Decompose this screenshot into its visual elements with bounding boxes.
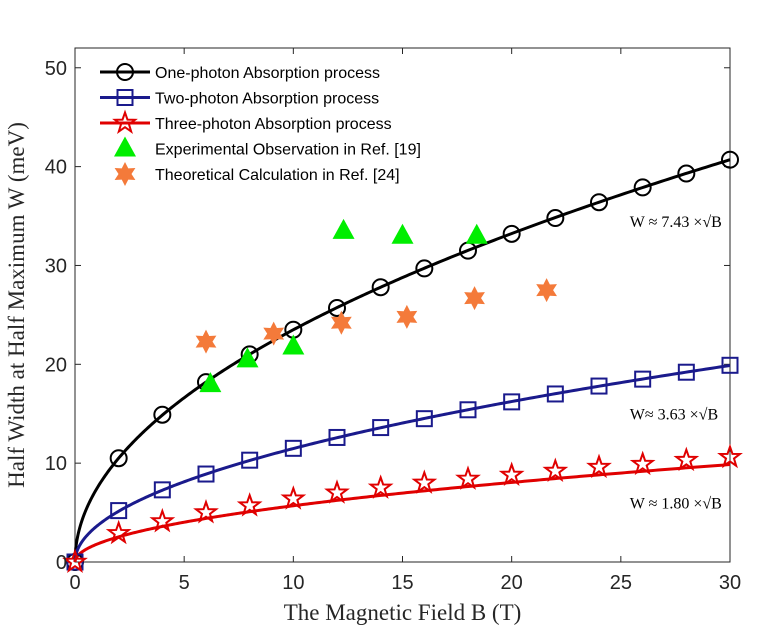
x-axis-title: The Magnetic Field B (T) (284, 600, 522, 625)
series-3-point (199, 372, 222, 393)
series-1-point (328, 428, 346, 446)
series-1-point (110, 502, 128, 520)
series-4-point (536, 278, 557, 303)
legend-marker (116, 89, 134, 106)
series-2-point (411, 469, 438, 494)
series-2-point (236, 492, 263, 517)
y-tick-label: 40 (45, 157, 67, 179)
legend-marker (114, 162, 136, 186)
series-2-point (498, 461, 525, 486)
y-tick-label: 10 (45, 453, 67, 475)
series-2-point (105, 519, 132, 545)
series-4-point (263, 321, 285, 346)
x-tick-label: 0 (69, 572, 80, 594)
series-3-point (282, 334, 305, 355)
series-1-point (241, 451, 259, 469)
series-2-point (717, 443, 743, 469)
series-2-fit-line (73, 463, 731, 563)
series-2-point (455, 465, 481, 490)
series-4-point (195, 329, 217, 354)
series-1-point (415, 410, 433, 428)
series-3-point (465, 223, 488, 244)
series-3-point (236, 347, 259, 368)
series-0-fit-line (73, 158, 731, 563)
legend-marker (114, 136, 136, 157)
series-0-point (328, 298, 346, 317)
x-tick-label: 10 (282, 572, 304, 594)
series-2-point (324, 479, 350, 504)
x-tick-label: 20 (501, 572, 523, 594)
series-4-point (330, 310, 352, 335)
y-tick-label: 30 (45, 255, 67, 277)
series-1-point (503, 393, 521, 411)
series-0-point (502, 224, 521, 243)
series-3-point (332, 218, 355, 239)
series-3-point (391, 223, 414, 244)
series-2-point (586, 453, 612, 479)
series-4-point (464, 286, 485, 311)
x-tick-label: 5 (179, 572, 190, 594)
series-2-point (629, 450, 656, 476)
series-0-point (633, 178, 652, 197)
series-1-point (284, 439, 302, 457)
series-2-point (367, 474, 394, 499)
series-0-point (415, 259, 434, 278)
series-1-point (677, 363, 695, 381)
series-1-point (153, 481, 171, 499)
legend-label: One-photon Absorption process (155, 65, 380, 82)
series-1-point (590, 377, 608, 395)
x-tick-label: 30 (719, 572, 741, 594)
fit-annotation: W ≈ 1.80 ×√B (630, 496, 722, 513)
legend-box (97, 56, 452, 189)
series-1-fit-line (73, 363, 731, 563)
series-1-point (197, 465, 215, 483)
x-tick-label: 25 (610, 572, 632, 594)
series-0-point (721, 150, 739, 169)
y-tick-label: 50 (45, 58, 67, 80)
series-0-point (677, 164, 696, 183)
series-0-point (371, 278, 390, 297)
series-1-point (372, 419, 390, 437)
legend-label: Two-photon Absorption process (155, 91, 379, 108)
series-2-point (673, 446, 700, 472)
series-0-point (109, 449, 128, 468)
fit-annotation: W≈ 3.63 ×√B (630, 407, 718, 424)
series-2-point (542, 457, 569, 483)
legend-label: Three-photon Absorption process (155, 116, 392, 133)
series-1-point (459, 401, 477, 419)
series-4-point (396, 304, 418, 329)
series-2-point (62, 548, 88, 573)
y-tick-label: 20 (45, 354, 67, 376)
series-2-point (149, 507, 176, 533)
legend-label: Theoretical Calculation in Ref. [24] (155, 167, 400, 184)
x-tick-label: 15 (391, 572, 413, 594)
y-tick-label: 0 (56, 552, 67, 574)
y-axis-title: Half Width at Half Maximum W (meV) (4, 122, 29, 488)
fit-annotation: W ≈ 7.43 ×√B (630, 214, 722, 231)
series-0-point (546, 209, 565, 228)
legend-marker (116, 63, 134, 81)
legend-label: Experimental Observation in Ref. [19] (155, 142, 421, 159)
series-1-point (546, 385, 564, 403)
legend-marker (112, 109, 138, 134)
series-2-point (193, 499, 219, 524)
series-0-point (590, 193, 608, 212)
series-2-point (280, 485, 307, 510)
series-1-point (634, 370, 652, 388)
series-1-point (721, 356, 739, 374)
series-0-point (153, 405, 172, 424)
